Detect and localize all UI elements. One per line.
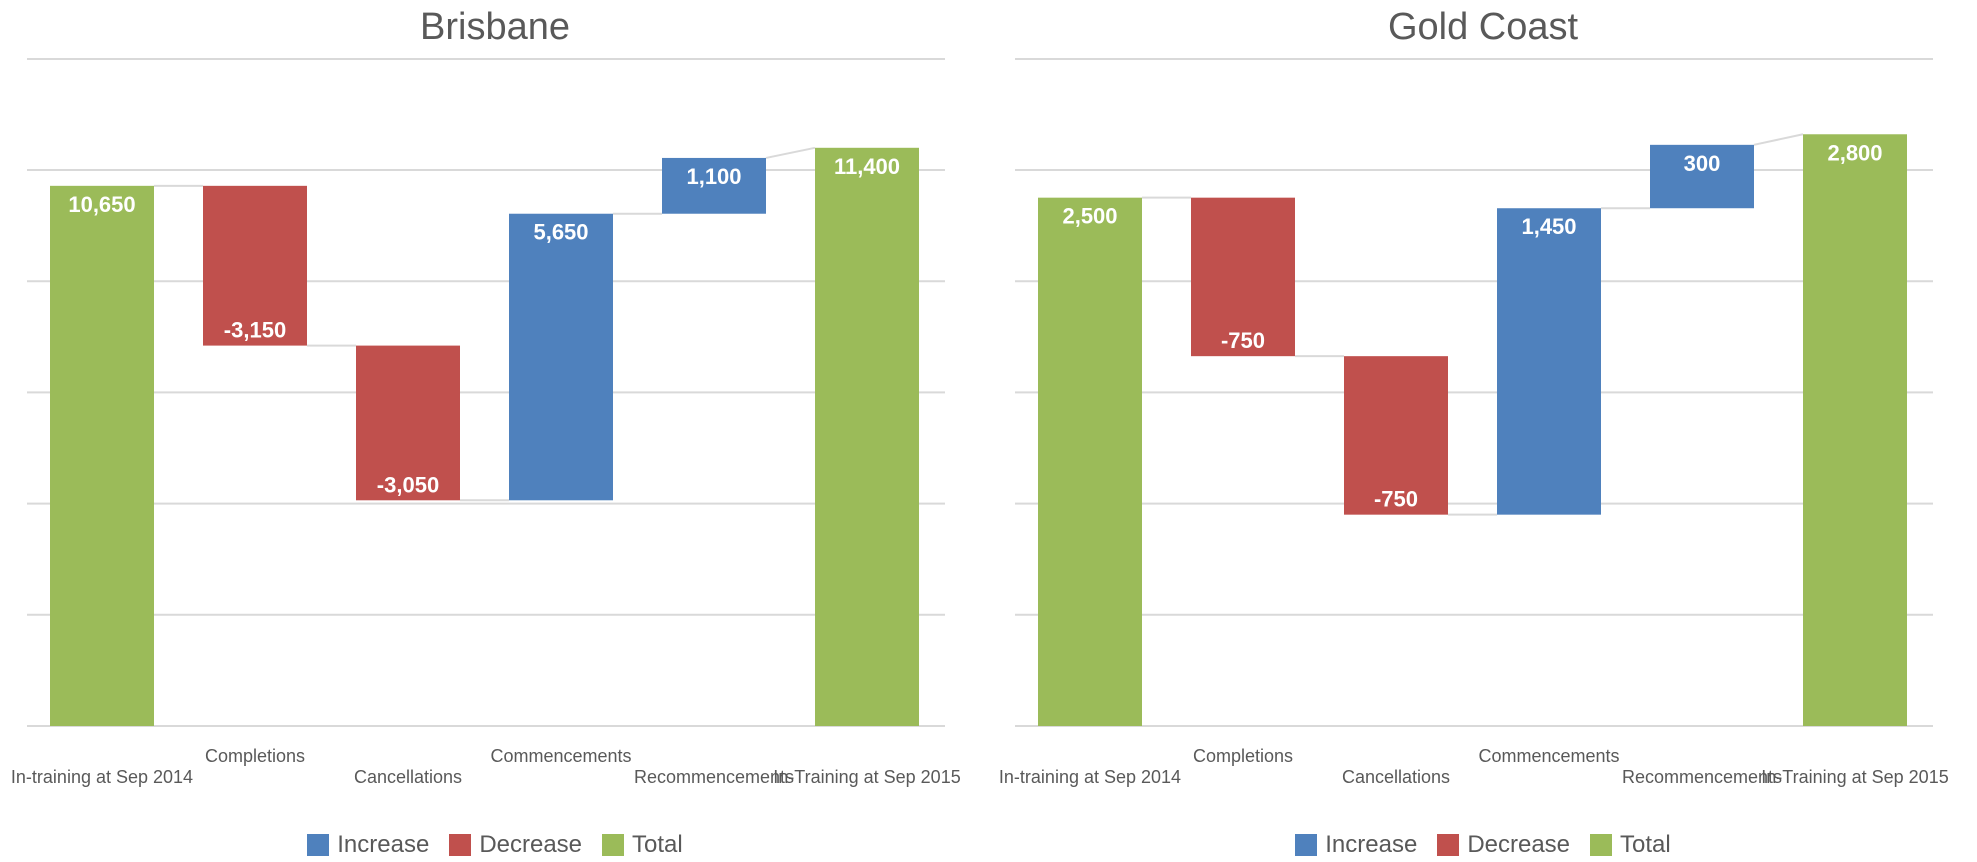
- legend-item-decrease: Decrease: [1437, 832, 1570, 858]
- chart-panel-gold-coast: Gold Coast 2,500 -750 -750 1,450 300 2,800 In-…: [988, 0, 1977, 862]
- legend-label: Increase: [1325, 831, 1418, 858]
- legend-label: Total: [632, 831, 683, 858]
- bar-increase: [509, 213, 613, 501]
- chart-title: Gold Coast: [1387, 6, 1579, 48]
- data-label: 2,500: [1062, 204, 1117, 229]
- data-label: 10,650: [68, 192, 135, 217]
- bar-decrease: [1344, 356, 1448, 515]
- chart-title: Brisbane: [420, 6, 570, 48]
- category-label: Commencements: [1478, 746, 1619, 766]
- data-label: 1,450: [1521, 214, 1576, 239]
- data-label: -3,050: [377, 472, 439, 497]
- data-label: 1,100: [686, 164, 741, 189]
- legend-item-increase: Increase: [307, 832, 429, 858]
- bar-total: [1803, 134, 1907, 726]
- legend-item-decrease: Decrease: [449, 832, 582, 858]
- legend-swatch-increase: [307, 834, 330, 856]
- category-label: Completions: [205, 746, 305, 766]
- bar-total: [50, 185, 154, 726]
- waterfall-chart-gold-coast: 2,500 -750 -750 1,450 300 2,800 In-training at…: [999, 58, 1949, 787]
- category-label: Recommencements: [1622, 767, 1782, 787]
- data-label: -3,150: [224, 318, 286, 343]
- data-label: -750: [1221, 328, 1265, 353]
- legend-label: Increase: [337, 831, 430, 858]
- data-label: 2,800: [1827, 140, 1882, 165]
- chart-legend: Increase Decrease Total: [988, 832, 1977, 858]
- bar-decrease: [203, 185, 307, 346]
- legend-label: Total: [1620, 831, 1671, 858]
- waterfall-chart-brisbane: 10,650 -3,150 -3,050 5,650 1,100 11,400 In-tra…: [11, 58, 961, 787]
- bar-total: [1038, 197, 1142, 726]
- chart-legend: Increase Decrease Total: [0, 832, 990, 858]
- legend-swatch-increase: [1295, 834, 1318, 856]
- category-label: In-training at Sep 2014: [11, 767, 193, 787]
- legend-item-total: Total: [1590, 832, 1671, 858]
- category-label: In-Training at Sep 2015: [773, 767, 960, 787]
- legend-swatch-total: [1590, 834, 1613, 856]
- bar-increase: [1650, 144, 1754, 209]
- category-label: In-training at Sep 2014: [999, 767, 1181, 787]
- bar-increase: [1497, 208, 1601, 515]
- legend-item-total: Total: [602, 832, 683, 858]
- data-label: -750: [1374, 487, 1418, 512]
- connector-line: [765, 146, 816, 159]
- chart-panel-brisbane: Brisbane 10,650 -3,150 -3,050 5,650 1,100 11,…: [0, 6, 990, 858]
- bar-increase: [662, 157, 766, 214]
- legend-label: Decrease: [1467, 831, 1571, 858]
- bar-total: [815, 147, 919, 727]
- connector-line: [1753, 133, 1804, 146]
- category-label: Cancellations: [1342, 767, 1450, 787]
- category-label: Completions: [1193, 746, 1293, 766]
- data-label: 5,650: [533, 220, 588, 245]
- legend-swatch-decrease: [449, 834, 472, 856]
- legend-swatch-total: [602, 834, 625, 856]
- data-label: 11,400: [834, 154, 900, 179]
- category-label: In-Training at Sep 2015: [1761, 767, 1948, 787]
- bar-decrease: [1191, 197, 1295, 357]
- category-label: Cancellations: [354, 767, 462, 787]
- legend-swatch-decrease: [1437, 834, 1460, 856]
- category-label: Recommencements: [634, 767, 794, 787]
- category-label: Commencements: [490, 746, 631, 766]
- data-label: 300: [1684, 151, 1721, 176]
- bar-decrease: [356, 345, 460, 501]
- legend-label: Decrease: [479, 831, 583, 858]
- legend-item-increase: Increase: [1295, 832, 1417, 858]
